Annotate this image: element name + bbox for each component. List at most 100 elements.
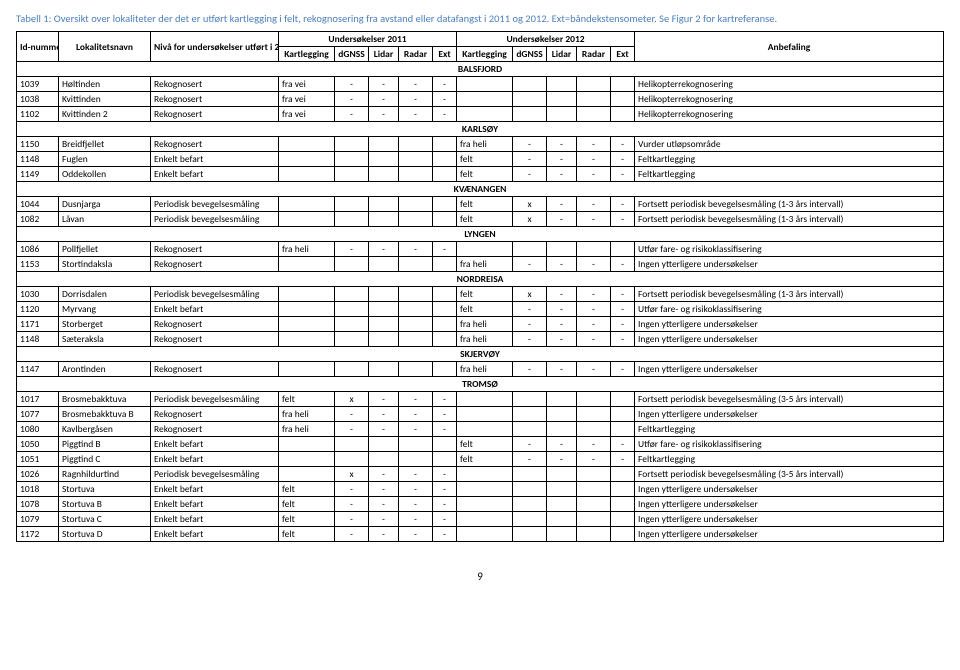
- th-sub-li2: Lidar: [547, 47, 577, 62]
- cell-klg1: fra heli: [279, 407, 335, 422]
- cell-dg1: [335, 212, 369, 227]
- cell-dg1: -: [335, 242, 369, 257]
- cell-li1: [369, 167, 399, 182]
- cell-ex1: [433, 302, 457, 317]
- cell-dg1: x: [335, 392, 369, 407]
- cell-name: Piggtind B: [59, 437, 151, 452]
- cell-ex2: -: [611, 317, 635, 332]
- section-name: BALSFJORD: [17, 62, 944, 77]
- cell-niva: Rekognosert: [151, 332, 279, 347]
- cell-klg1: felt: [279, 527, 335, 542]
- cell-ex1: -: [433, 242, 457, 257]
- cell-li2: [547, 92, 577, 107]
- cell-id: 1120: [17, 302, 59, 317]
- cell-name: Pollfjellet: [59, 242, 151, 257]
- cell-niva: Rekognosert: [151, 107, 279, 122]
- cell-dg1: [335, 452, 369, 467]
- cell-klg1: [279, 317, 335, 332]
- cell-dg2: [513, 482, 547, 497]
- cell-name: Brosmebakktuva: [59, 392, 151, 407]
- cell-dg2: [513, 422, 547, 437]
- table-row: 1079Stortuva CEnkelt befartfelt----Ingen…: [17, 512, 944, 527]
- cell-klg2: felt: [457, 152, 513, 167]
- cell-anb: Feltkartlegging: [635, 167, 944, 182]
- cell-ex1: [433, 167, 457, 182]
- cell-li2: -: [547, 302, 577, 317]
- cell-dg2: x: [513, 197, 547, 212]
- cell-li1: -: [369, 512, 399, 527]
- cell-niva: Rekognosert: [151, 92, 279, 107]
- cell-klg2: [457, 467, 513, 482]
- cell-ex1: -: [433, 392, 457, 407]
- th-id: Id-nummer: [17, 32, 59, 62]
- cell-ra2: -: [577, 287, 611, 302]
- table-head: Id-nummer Lokalitetsnavn Nivå for unders…: [17, 32, 944, 62]
- cell-ex2: -: [611, 452, 635, 467]
- th-sub-klg1: Kartlegging: [279, 47, 335, 62]
- cell-ex2: [611, 512, 635, 527]
- cell-ra1: [399, 287, 433, 302]
- cell-klg1: fra heli: [279, 422, 335, 437]
- table-row: 1082LåvanPeriodisk bevegelsesmålingfeltx…: [17, 212, 944, 227]
- cell-klg1: [279, 437, 335, 452]
- cell-dg1: -: [335, 512, 369, 527]
- cell-dg2: -: [513, 302, 547, 317]
- cell-klg1: [279, 332, 335, 347]
- cell-li2: [547, 242, 577, 257]
- cell-id: 1017: [17, 392, 59, 407]
- cell-dg2: -: [513, 152, 547, 167]
- cell-ra1: [399, 212, 433, 227]
- cell-ra2: [577, 467, 611, 482]
- cell-ra2: -: [577, 197, 611, 212]
- cell-anb: Utfør fare- og risikoklassifisering: [635, 302, 944, 317]
- cell-klg1: [279, 287, 335, 302]
- cell-ra1: [399, 197, 433, 212]
- cell-li2: [547, 407, 577, 422]
- cell-klg1: [279, 197, 335, 212]
- cell-ex2: [611, 407, 635, 422]
- cell-anb: Ingen ytterligere undersøkelser: [635, 482, 944, 497]
- cell-ex2: -: [611, 257, 635, 272]
- cell-li2: -: [547, 152, 577, 167]
- cell-niva: Rekognosert: [151, 407, 279, 422]
- cell-niva: Periodisk bevegelsesmåling: [151, 467, 279, 482]
- cell-ex1: [433, 287, 457, 302]
- table-row: 1078Stortuva BEnkelt befartfelt----Ingen…: [17, 497, 944, 512]
- cell-ex1: -: [433, 422, 457, 437]
- cell-niva: Rekognosert: [151, 362, 279, 377]
- cell-klg2: [457, 512, 513, 527]
- cell-li2: -: [547, 332, 577, 347]
- cell-li2: -: [547, 137, 577, 152]
- cell-klg2: [457, 497, 513, 512]
- cell-id: 1050: [17, 437, 59, 452]
- cell-name: Dorrisdalen: [59, 287, 151, 302]
- section-row: KARLSØY: [17, 122, 944, 137]
- cell-ra1: -: [399, 467, 433, 482]
- th-sub-ex1: Ext: [433, 47, 457, 62]
- section-name: SKJERVØY: [17, 347, 944, 362]
- cell-ex2: -: [611, 362, 635, 377]
- cell-klg1: fra vei: [279, 77, 335, 92]
- cell-name: Sæteraksla: [59, 332, 151, 347]
- cell-klg2: [457, 77, 513, 92]
- cell-li2: -: [547, 197, 577, 212]
- table-row: 1153StortindakslaRekognosertfra heli----…: [17, 257, 944, 272]
- cell-ra1: -: [399, 527, 433, 542]
- cell-li2: [547, 77, 577, 92]
- cell-li2: [547, 107, 577, 122]
- cell-klg2: fra heli: [457, 257, 513, 272]
- cell-li1: [369, 257, 399, 272]
- cell-dg1: -: [335, 482, 369, 497]
- cell-ra1: -: [399, 107, 433, 122]
- cell-klg2: fra heli: [457, 317, 513, 332]
- cell-anb: Ingen ytterligere undersøkelser: [635, 362, 944, 377]
- cell-id: 1153: [17, 257, 59, 272]
- cell-ex1: -: [433, 512, 457, 527]
- cell-klg2: [457, 242, 513, 257]
- cell-id: 1086: [17, 242, 59, 257]
- cell-li1: [369, 302, 399, 317]
- cell-niva: Rekognosert: [151, 137, 279, 152]
- th-sub-klg2: Kartlegging: [457, 47, 513, 62]
- cell-ra1: -: [399, 422, 433, 437]
- cell-ra2: -: [577, 437, 611, 452]
